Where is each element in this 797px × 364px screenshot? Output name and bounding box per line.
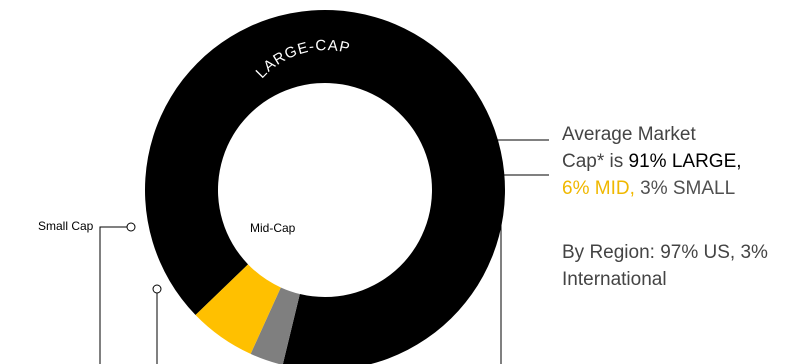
summary-prefix: Cap* is [562,151,629,172]
summary-line-3: 6% MID, 3% SMALL [562,175,792,202]
mid-cap-label: Mid-Cap [250,221,296,235]
summary-line-2: Cap* is 91% LARGE, [562,148,792,175]
summary-mid-value: 6% MID, [562,178,635,199]
leader-lines [99,139,549,364]
summary-large-value: 91% LARGE, [628,151,742,172]
summary-line-1: Average Market [562,124,696,145]
region-breakdown: By Region: 97% US, 3% International [562,242,768,290]
small-cap-label: Small Cap [38,219,94,233]
mid-cap-leader-marker [152,284,162,294]
summary-small-value: 3% SMALL [640,178,736,199]
slice-small-cap [250,287,300,364]
small-cap-leader-marker [126,222,136,232]
small-cap-leader-line [99,226,127,364]
large-cap-leader-line-lower [500,174,549,364]
slice-large-cap [145,9,505,364]
market-cap-summary: Average Market Cap* is 91% LARGE, 6% MID… [562,121,792,202]
donut-slices [145,9,505,364]
slice-mid-cap [195,264,281,354]
